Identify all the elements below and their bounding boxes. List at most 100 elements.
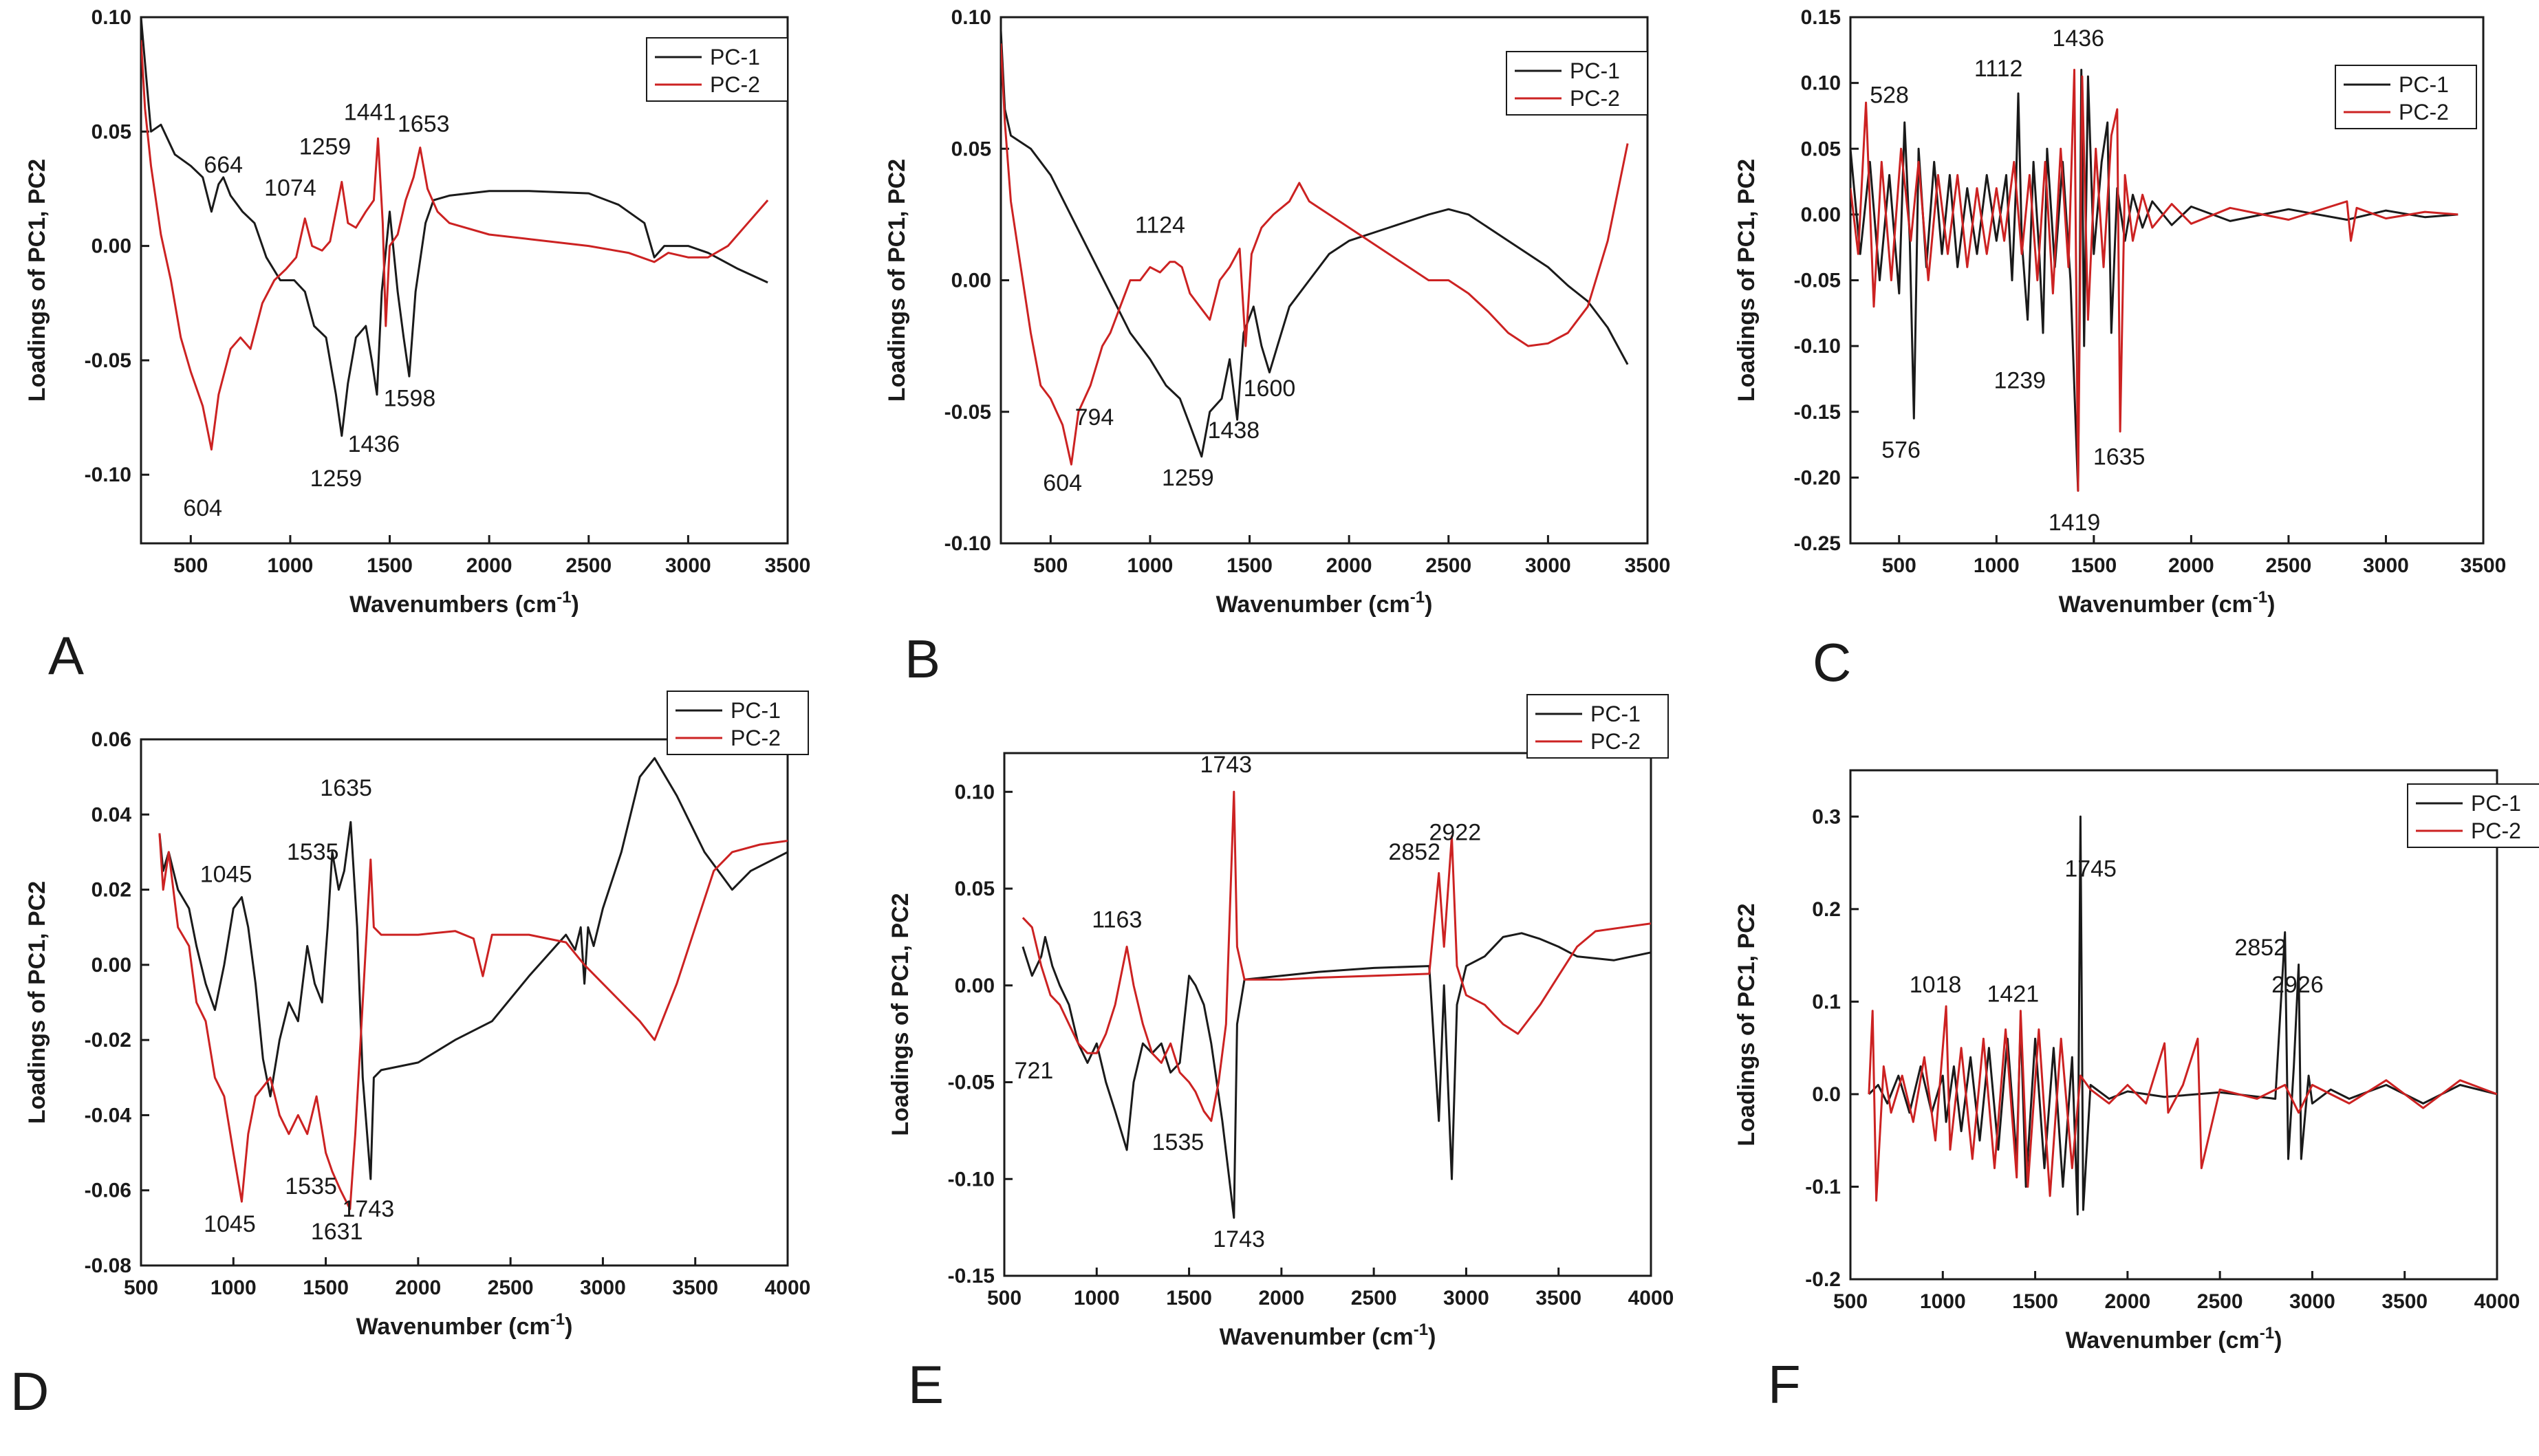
- y-tick-label: -0.05: [948, 1072, 995, 1094]
- y-tick-label: 0.05: [1801, 138, 1841, 160]
- x-tick-label: 1000: [1074, 1287, 1120, 1310]
- y-tick-label: 0.02: [91, 879, 131, 902]
- x-tick-label: 2500: [488, 1276, 534, 1299]
- peak-annotation: 1124: [1135, 213, 1185, 239]
- series-line-pc-1: [141, 17, 768, 437]
- x-tick-label: 1500: [367, 554, 413, 577]
- peak-annotation: 1074: [264, 175, 316, 201]
- series-line-pc-1: [1850, 69, 2459, 492]
- peak-annotation: 1421: [1987, 981, 2040, 1007]
- legend-label-pc-1: PC-1: [1570, 58, 1620, 83]
- y-tick-label: -0.10: [1794, 335, 1841, 358]
- x-axis-label: Wavenumbers (cm-1): [349, 588, 579, 618]
- peak-annotation: 1438: [1208, 417, 1260, 444]
- legend-box: [1506, 51, 1648, 116]
- legend: PC-1 PC-2: [1506, 51, 1648, 116]
- x-axis-label: Wavenumber (cm-1): [2059, 588, 2276, 618]
- x-axis-label-tail: ): [1425, 591, 1432, 618]
- y-tick-label: 0.15: [1801, 6, 1841, 29]
- legend-label-pc-2: PC-2: [2471, 818, 2521, 843]
- x-tick-label: 2000: [2168, 554, 2214, 577]
- y-axis-label: Loadings of PC1, PC2: [24, 881, 50, 1124]
- legend-label-pc-2: PC-2: [2399, 100, 2449, 124]
- y-tick-label: -0.10: [944, 532, 991, 555]
- peak-annotation: 1635: [320, 775, 372, 801]
- y-tick-label: -0.02: [85, 1029, 131, 1052]
- x-axis-label-tail: ): [565, 1314, 572, 1340]
- peak-annotation: 528: [1870, 82, 1909, 108]
- peak-annotation: 1419: [2049, 510, 2101, 536]
- x-axis-label-tail: ): [2274, 1327, 2282, 1354]
- series-line-pc-1: [1868, 815, 2497, 1216]
- x-tick-label: 500: [1033, 554, 1068, 577]
- y-tick-label: -0.08: [85, 1254, 131, 1277]
- x-tick-label: 1000: [1920, 1290, 1966, 1313]
- x-tick-label: 3500: [1535, 1287, 1581, 1310]
- x-tick-label: 500: [987, 1287, 1022, 1310]
- legend: PC-1PC-2: [2335, 65, 2477, 129]
- peak-annotation: 604: [1043, 470, 1082, 497]
- x-axis-label: Wavenumber (cm-1): [1216, 588, 1433, 618]
- peak-annotation: 2852: [1388, 839, 1440, 865]
- series-line-pc-2: [158, 833, 788, 1210]
- series-line-pc-1: [1022, 932, 1651, 1219]
- y-tick-label: 0.00: [955, 975, 995, 997]
- series-line-pc-2: [1850, 69, 2459, 492]
- legend-label-pc-2: PC-2: [1590, 729, 1641, 754]
- x-tick-label: 1000: [1127, 554, 1174, 577]
- x-tick-label: 4000: [2474, 1290, 2520, 1313]
- legend: PC-1PC-2: [2407, 783, 2539, 848]
- x-tick-label: 3500: [1625, 554, 1671, 577]
- y-tick-label: 0.05: [91, 120, 131, 143]
- x-tick-label: 3000: [2363, 554, 2409, 577]
- x-tick-label: 2500: [2197, 1290, 2243, 1313]
- x-tick-label: 1000: [1974, 554, 2020, 577]
- y-tick-label: 0.00: [1801, 204, 1841, 226]
- legend: PC-1PC-2: [667, 691, 809, 755]
- series-line-pc-2: [1022, 790, 1651, 1122]
- y-tick-label: 0.00: [951, 270, 991, 292]
- panel-C: 500 1000 1500 2000 2500 3000 3500 -0.25 -0.20 -0.…: [1733, 6, 2506, 693]
- peak-annotation: 1239: [1994, 367, 2046, 393]
- peak-annotation: 721: [1015, 1058, 1054, 1084]
- peak-annotation: 1653: [398, 111, 450, 137]
- y-tick-label: 0.10: [955, 781, 995, 803]
- series-line-pc-2: [1868, 1005, 2497, 1202]
- y-axis-label: Loadings of PC1, PC2: [1733, 159, 1760, 402]
- legend-label-pc-2: PC-2: [1570, 86, 1620, 111]
- y-tick-label: 0.06: [91, 728, 131, 751]
- peak-annotation: 1598: [384, 385, 436, 411]
- panel-letter: B: [905, 629, 940, 689]
- peak-annotation: 1045: [204, 1211, 256, 1237]
- x-tick-label: 2500: [565, 554, 612, 577]
- y-tick-label: -0.15: [1794, 401, 1841, 424]
- peak-annotation: 1436: [2052, 25, 2104, 52]
- peak-annotation: 1745: [2064, 856, 2117, 882]
- x-tick-label: 1500: [303, 1276, 349, 1299]
- panel-F: 500 1000 1500 2000 2500 3000 3500 4000 -0.2 -0.1 0…: [1733, 769, 2539, 1415]
- x-tick-label: 3500: [2381, 1290, 2428, 1313]
- peak-annotation: 1259: [299, 134, 352, 160]
- series-line-pc-1: [158, 757, 788, 1180]
- peak-annotation: 1743: [1200, 752, 1252, 778]
- peak-annotation: 2852: [2234, 935, 2287, 961]
- panel-B: 500 1000 1500 2000 2500 3000 3500 -0.10 -0.05 0.0…: [884, 6, 1670, 689]
- peak-annotation: 664: [204, 152, 243, 178]
- x-tick-label: 3000: [2289, 1290, 2335, 1313]
- x-axis-label: Wavenumber (cm-1): [2066, 1324, 2282, 1354]
- x-tick-label: 500: [173, 554, 208, 577]
- x-tick-label: 1500: [1166, 1287, 1212, 1310]
- peak-annotation: 1441: [344, 100, 396, 126]
- panel-letter: E: [908, 1354, 944, 1415]
- y-tick-label: -0.04: [85, 1104, 132, 1127]
- legend-label-pc-2: PC-2: [710, 72, 760, 97]
- y-axis-label: Loadings of PC1, PC2: [887, 893, 914, 1136]
- x-tick-label: 2000: [1326, 554, 1372, 577]
- x-tick-label: 2500: [2266, 554, 2312, 577]
- x-tick-label: 500: [1882, 554, 1916, 577]
- peak-annotation: 1635: [2093, 444, 2146, 470]
- peak-annotation: 1535: [287, 839, 339, 865]
- y-tick-label: 0.1: [1812, 990, 1841, 1013]
- y-tick-label: -0.1: [1805, 1175, 1841, 1198]
